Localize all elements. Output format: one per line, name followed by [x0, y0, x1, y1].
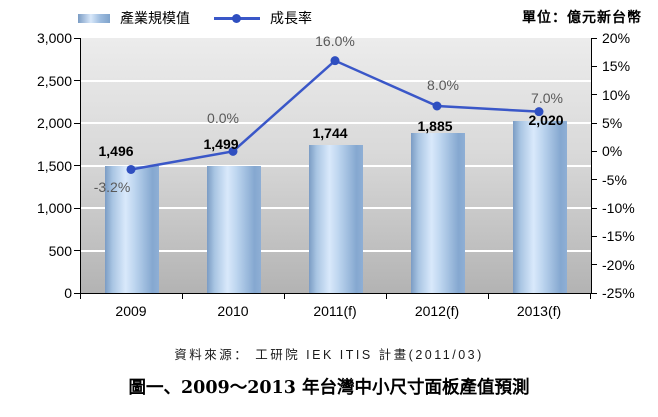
growth-line-path: [130, 59, 540, 171]
line-point-marker: [432, 101, 442, 111]
x-axis-tickmark: [181, 294, 183, 299]
x-axis-tickmark: [589, 294, 591, 299]
bar: [513, 121, 567, 293]
y-axis-right-tickmark: [591, 37, 597, 39]
bar: [309, 144, 363, 293]
y-axis-right-tickmark: [591, 94, 597, 96]
x-axis-tickmark: [79, 294, 81, 299]
y-axis-right-tickmark: [591, 179, 597, 181]
x-axis-tickmark: [283, 294, 285, 299]
bar: [105, 165, 159, 293]
gridline: [81, 122, 591, 124]
y-axis-left-tickmark: [74, 250, 80, 251]
legend-line-dot-icon: [232, 13, 241, 23]
growth-value-label: -3.2%: [93, 179, 131, 196]
y-axis-right-tick-label: -15%: [602, 228, 635, 245]
line-point-marker: [534, 107, 544, 117]
plot-area: [80, 38, 592, 294]
legend-line-marker-icon: [214, 13, 260, 24]
y-axis-left-tick-label: 1,500: [36, 157, 72, 174]
bar: [207, 165, 261, 293]
bar-value-label: 1,744: [312, 124, 348, 141]
y-axis-left-tick-label: 3,000: [36, 30, 72, 46]
bar-value-label: 2,020: [528, 112, 564, 129]
y-axis-right-tick-label: 5%: [602, 115, 623, 131]
y-axis-right-tick-label: 20%: [602, 30, 631, 46]
legend-bar-label: 產業規模值: [120, 10, 190, 26]
y-axis-left-tickmark: [74, 207, 80, 209]
growth-value-label: 8.0%: [427, 77, 459, 93]
y-axis-left-tick-label: 2,500: [36, 72, 72, 89]
bar-value-label: 1,885: [417, 117, 453, 134]
y-axis-right-tick-label: -5%: [602, 171, 627, 188]
x-axis-tick-label: 2011(f): [313, 303, 357, 319]
y-axis-left-tickmark: [74, 122, 80, 124]
line-point-marker: [228, 146, 238, 156]
growth-value-label: 0.0%: [207, 110, 239, 127]
y-axis-right-tickmark: [591, 122, 597, 124]
y-axis-left-tick-label: 0: [64, 285, 72, 301]
y-axis-left-tick-label: 1,000: [36, 200, 72, 216]
x-axis-tickmark: [487, 294, 489, 299]
legend-bar-swatch-icon: [78, 13, 110, 23]
growth-value-label: 16.0%: [315, 32, 355, 49]
y-axis-right-tickmark: [591, 264, 597, 266]
y-axis-right-tickmark: [591, 150, 597, 152]
legend: 產業規模值 成長率: [78, 8, 312, 28]
gridline: [81, 79, 591, 82]
y-axis-right-tick-label: 0%: [602, 143, 623, 160]
y-axis-right-tick-label: -25%: [602, 285, 635, 301]
y-axis-right-tick-label: -20%: [602, 256, 635, 273]
x-axis-tick-label: 2010: [217, 303, 249, 319]
bar-value-label: 1,496: [98, 142, 134, 159]
y-axis-right-tickmark: [591, 235, 597, 237]
y-axis-left-tickmark: [74, 165, 80, 166]
bar-value-label: 1,499: [203, 135, 239, 152]
y-axis-right-tick-label: 15%: [602, 58, 631, 75]
growth-value-label: 7.0%: [531, 89, 563, 106]
y-axis-right-tick-label: -10%: [602, 200, 635, 216]
figure-caption: 圖一、2009～2013 年台灣中小尺寸面板產值預測: [128, 378, 530, 398]
line-point-marker: [126, 164, 136, 174]
y-axis-left-tickmark: [74, 80, 80, 81]
y-axis-left-tickmark: [74, 37, 80, 39]
legend-line-label: 成長率: [270, 10, 312, 26]
y-axis-right-tickmark: [591, 207, 597, 209]
y-axis-right-tickmark: [591, 292, 597, 294]
unit-label: 單位：億元新台幣: [522, 9, 642, 25]
y-axis-left-tickmark: [74, 292, 80, 294]
x-axis-tickmark: [385, 294, 387, 299]
y-axis-right-tick-label: 10%: [602, 86, 631, 103]
x-axis-tick-label: 2012(f): [414, 303, 460, 319]
line-point-marker: [330, 56, 340, 66]
bar: [411, 132, 465, 293]
y-axis-right-tickmark: [591, 65, 597, 67]
y-axis-left-tick-label: 2,000: [36, 115, 72, 131]
x-axis-tick-label: 2013(f): [516, 303, 562, 319]
source-note: 資料來源： 工研院 IEK ITIS 計畫(2011/03): [174, 348, 484, 362]
y-axis-left-tick-label: 500: [48, 242, 72, 259]
x-axis-tick-label: 2009: [115, 303, 147, 319]
